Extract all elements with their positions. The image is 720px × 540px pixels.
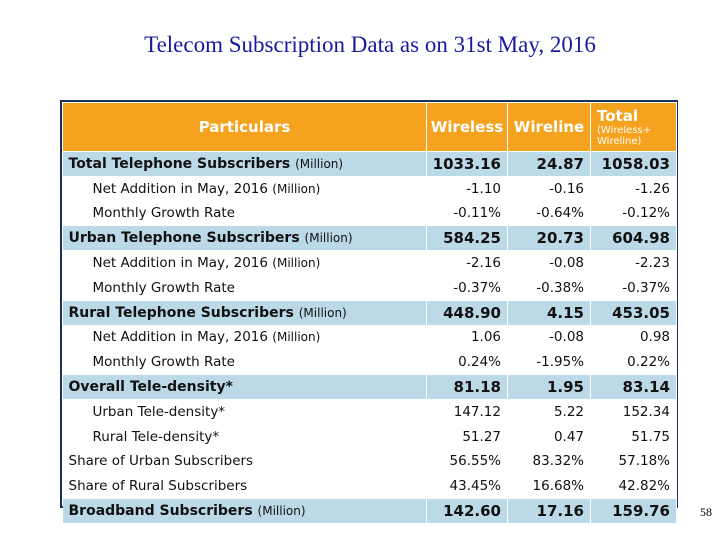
cell-total: 453.05 — [590, 300, 677, 326]
table-row: Overall Tele-density* 81.18 1.95 83.14 — [62, 374, 677, 400]
row-label: Share of Urban Subscribers — [62, 449, 427, 475]
table-row: Broadband Subscribers (Million) 142.60 1… — [62, 498, 677, 524]
cell-wireless: 448.90 — [426, 300, 508, 326]
cell-wireline: 16.68% — [507, 473, 591, 500]
cell-total: -0.37% — [590, 275, 677, 301]
cell-total: -1.26 — [590, 176, 677, 202]
subscription-table: Particulars Wireless Wireline Total (Wir… — [60, 100, 678, 524]
row-label: Urban Tele-density* — [62, 399, 427, 425]
cell-wireless: -1.10 — [426, 176, 508, 202]
cell-wireline: -0.38% — [507, 275, 591, 301]
table-row: Rural Tele-density* 51.27 0.47 51.75 — [62, 424, 677, 450]
cell-total: 51.75 — [590, 424, 677, 450]
slide-title: Telecom Subscription Data as on 31st May… — [144, 32, 596, 57]
cell-wireline: -1.95% — [507, 349, 591, 376]
row-label: Broadband Subscribers (Million) — [62, 498, 427, 524]
cell-wireless: -2.16 — [426, 250, 508, 276]
cell-wireless: 142.60 — [426, 498, 508, 524]
table-row: Monthly Growth Rate -0.11% -0.64% -0.12% — [62, 201, 677, 227]
cell-wireless: 584.25 — [426, 225, 508, 252]
cell-total: -2.23 — [590, 250, 677, 276]
table-row: Monthly Growth Rate 0.24% -1.95% 0.22% — [62, 349, 677, 376]
cell-total: 152.34 — [590, 399, 677, 425]
cell-wireless: -0.37% — [426, 275, 508, 301]
cell-wireless: 1033.16 — [426, 151, 508, 177]
cell-total: 83.14 — [590, 374, 677, 400]
table-row: Total Telephone Subscribers (Million) 10… — [62, 151, 677, 177]
header-total-label: Total — [597, 107, 638, 125]
cell-wireline: -0.08 — [507, 250, 591, 276]
data-table: Particulars Wireless Wireline Total (Wir… — [62, 102, 677, 524]
cell-wireline: 1.95 — [507, 374, 591, 400]
cell-wireline: 83.32% — [507, 449, 591, 475]
cell-wireless: 0.24% — [426, 349, 508, 376]
row-label: Rural Tele-density* — [62, 424, 427, 450]
row-label: Share of Rural Subscribers — [62, 473, 427, 500]
header-row: Particulars Wireless Wireline Total (Wir… — [62, 102, 677, 152]
table-row: Share of Rural Subscribers 43.45% 16.68%… — [62, 473, 677, 500]
header-wireline: Wireline — [507, 102, 591, 152]
table-row: Monthly Growth Rate -0.37% -0.38% -0.37% — [62, 275, 677, 301]
table-row: Urban Telephone Subscribers (Million) 58… — [62, 225, 677, 252]
header-total: Total (Wireless+ Wireline) — [590, 102, 677, 152]
table-row: Net Addition in May, 2016 (Million) 1.06… — [62, 325, 677, 351]
header-particulars: Particulars — [62, 102, 427, 152]
row-label: Net Addition in May, 2016 (Million) — [62, 250, 427, 276]
cell-total: 0.22% — [590, 349, 677, 376]
row-label: Monthly Growth Rate — [62, 201, 427, 227]
cell-wireline: 24.87 — [507, 151, 591, 177]
cell-total: 0.98 — [590, 325, 677, 351]
cell-wireless: 51.27 — [426, 424, 508, 450]
header-total-sublabel: (Wireless+ Wireline) — [597, 125, 652, 147]
table-row: Urban Tele-density* 147.12 5.22 152.34 — [62, 399, 677, 425]
cell-wireline: 17.16 — [507, 498, 591, 524]
cell-total: 604.98 — [590, 225, 677, 252]
row-label: Urban Telephone Subscribers (Million) — [62, 225, 427, 252]
cell-total: 57.18% — [590, 449, 677, 475]
row-label: Overall Tele-density* — [62, 374, 427, 400]
table-row: Rural Telephone Subscribers (Million) 44… — [62, 300, 677, 326]
row-label: Net Addition in May, 2016 (Million) — [62, 325, 427, 351]
cell-wireless: 1.06 — [426, 325, 508, 351]
cell-wireline: 0.47 — [507, 424, 591, 450]
table-row: Net Addition in May, 2016 (Million) -1.1… — [62, 176, 677, 202]
cell-wireless: 81.18 — [426, 374, 508, 400]
table-row: Net Addition in May, 2016 (Million) -2.1… — [62, 250, 677, 276]
table-row: Share of Urban Subscribers 56.55% 83.32%… — [62, 449, 677, 475]
header-wireless: Wireless — [426, 102, 508, 152]
row-label: Monthly Growth Rate — [62, 349, 427, 376]
cell-wireless: 56.55% — [426, 449, 508, 475]
cell-wireline: 4.15 — [507, 300, 591, 326]
cell-wireless: 43.45% — [426, 473, 508, 500]
cell-wireless: 147.12 — [426, 399, 508, 425]
row-label: Rural Telephone Subscribers (Million) — [62, 300, 427, 326]
cell-wireline: 20.73 — [507, 225, 591, 252]
cell-wireline: -0.08 — [507, 325, 591, 351]
cell-total: 159.76 — [590, 498, 677, 524]
cell-wireline: 5.22 — [507, 399, 591, 425]
cell-total: -0.12% — [590, 201, 677, 227]
cell-wireless: -0.11% — [426, 201, 508, 227]
cell-total: 1058.03 — [590, 151, 677, 177]
cell-total: 42.82% — [590, 473, 677, 500]
row-label: Monthly Growth Rate — [62, 275, 427, 301]
cell-wireline: -0.64% — [507, 201, 591, 227]
page-number: 58 — [700, 505, 712, 519]
row-label: Net Addition in May, 2016 (Million) — [62, 176, 427, 202]
row-label: Total Telephone Subscribers (Million) — [62, 151, 427, 177]
cell-wireline: -0.16 — [507, 176, 591, 202]
